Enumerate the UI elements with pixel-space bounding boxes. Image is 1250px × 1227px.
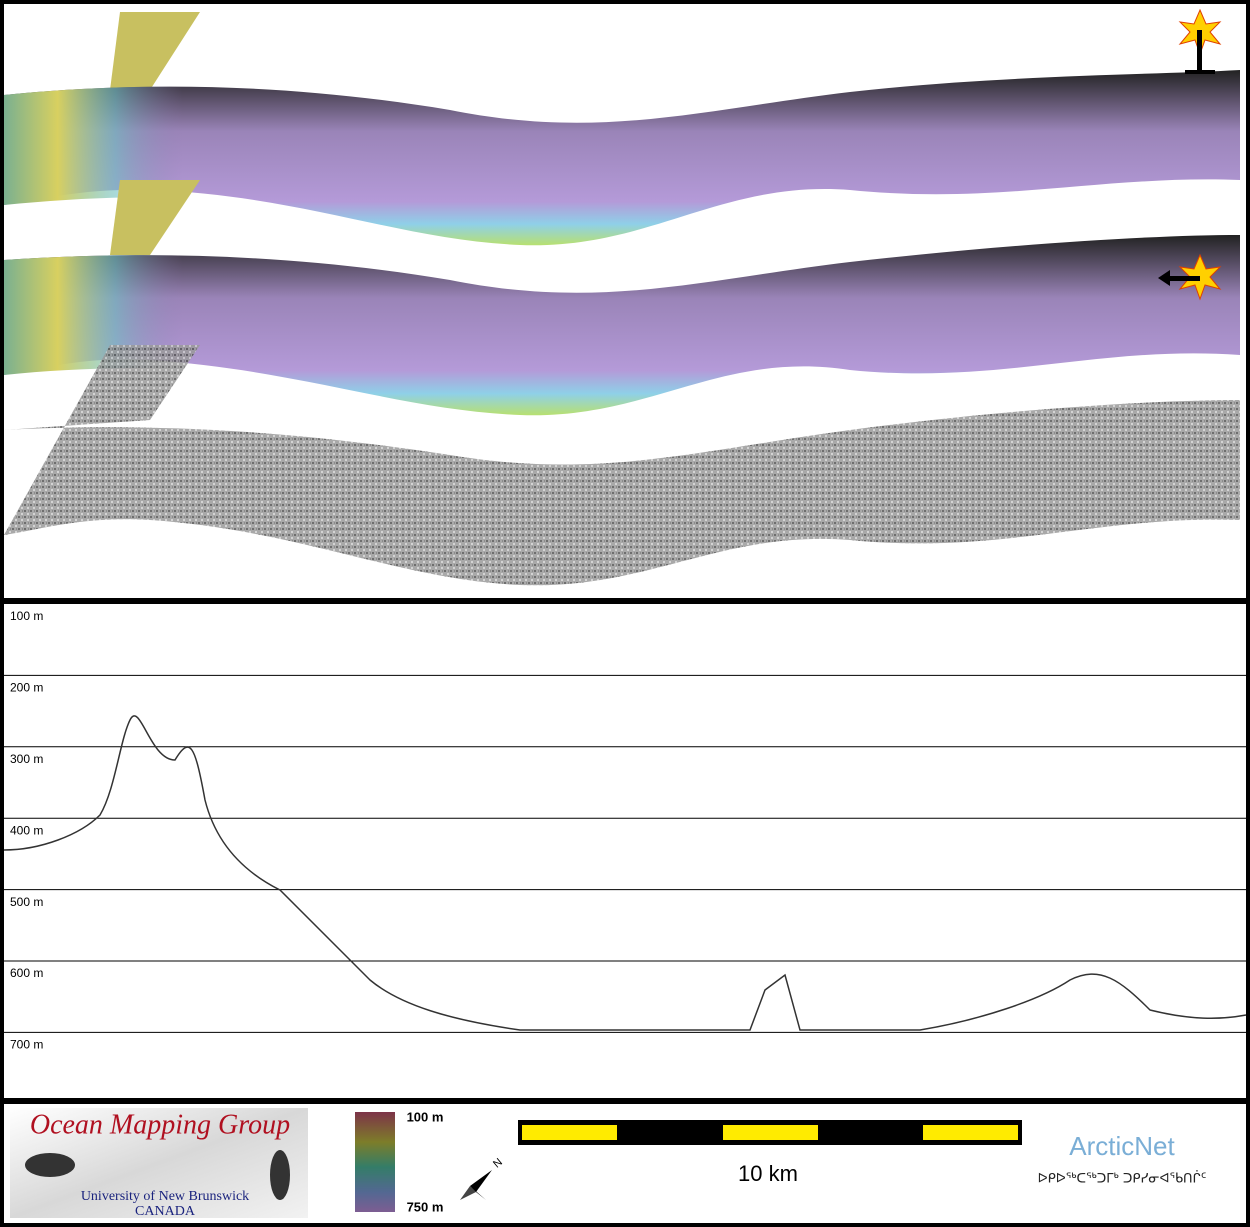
logo-university: University of New Brunswick — [81, 1189, 249, 1204]
depth-label: 100 m — [10, 609, 43, 623]
swath-fragment — [110, 12, 200, 90]
colorbar-label: 750 m — [407, 1199, 444, 1214]
logo-icon — [25, 1153, 75, 1177]
partner-syllabics: ᐅᑭᐅᖅᑕᖅᑐᒥᒃ ᑐᑭᓯᓂᐊᖃᑎᒌᑦ — [1038, 1170, 1207, 1187]
colorbar-label: 100 m — [407, 1109, 444, 1124]
scale-label: 10 km — [738, 1161, 798, 1186]
depth-label: 500 m — [10, 895, 43, 909]
depth-label: 400 m — [10, 823, 43, 837]
profile-panel — [4, 604, 1246, 1098]
backscatter-swath — [4, 345, 1240, 586]
partner-name: ArcticNet — [1069, 1131, 1175, 1161]
north-arrow — [460, 1170, 492, 1200]
depth-label: 700 m — [10, 1038, 43, 1052]
logo-icon — [270, 1150, 290, 1200]
depth-label: 200 m — [10, 681, 43, 695]
colorbar-shade — [355, 1112, 395, 1212]
depth-label: 300 m — [10, 752, 43, 766]
logo-title: Ocean Mapping Group — [30, 1109, 290, 1140]
marker — [1158, 253, 1222, 301]
scale-segment — [923, 1125, 1018, 1140]
seafloor-profile — [3, 715, 1247, 1031]
scale-segment — [723, 1125, 818, 1140]
depth-label: 600 m — [10, 966, 43, 980]
swath-shallow — [4, 86, 450, 230]
marker — [1178, 8, 1222, 74]
logo-country: CANADA — [135, 1204, 196, 1219]
colorbar — [355, 1112, 395, 1212]
swath-fragment — [110, 180, 200, 255]
scale-segment — [522, 1125, 617, 1140]
